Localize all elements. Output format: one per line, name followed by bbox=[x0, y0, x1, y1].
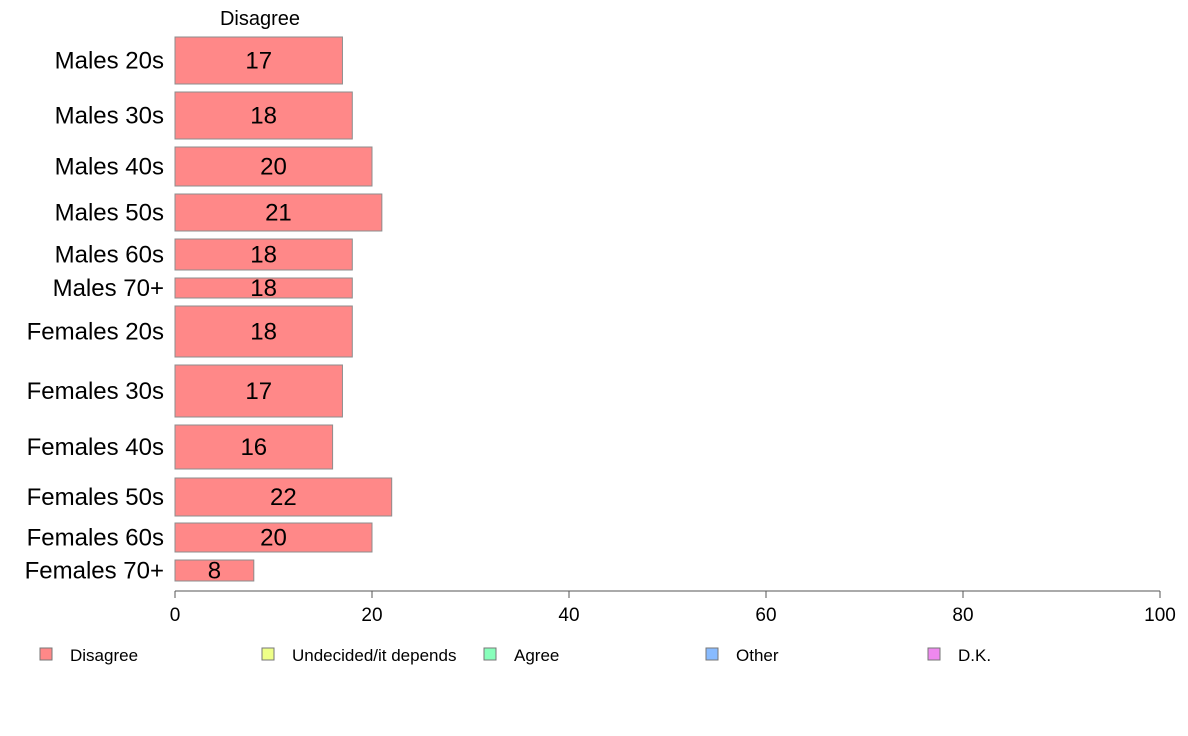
bar bbox=[174, 146, 373, 187]
legend: Disagree Undecided/it depends Agree Other D.… bbox=[39, 646, 991, 665]
category-label: Females 30s bbox=[27, 378, 164, 405]
x-tick-label: 80 bbox=[952, 605, 973, 626]
x-tick-label: 40 bbox=[558, 605, 579, 626]
bar-value-label: 18 bbox=[250, 275, 277, 302]
bar-value-label: 18 bbox=[250, 242, 277, 269]
series-header: Disagree bbox=[220, 8, 300, 30]
bar-value-label: 8 bbox=[208, 558, 221, 585]
category-label: Males 20s bbox=[55, 48, 164, 75]
bar-value-label: 18 bbox=[250, 319, 277, 346]
legend-swatch bbox=[483, 647, 497, 661]
bar bbox=[174, 424, 334, 470]
bar bbox=[174, 193, 383, 232]
legend-label: Disagree bbox=[70, 646, 138, 665]
category-label: Males 50s bbox=[55, 200, 164, 227]
category-label: Females 20s bbox=[27, 319, 164, 346]
category-label: Males 40s bbox=[55, 154, 164, 181]
bar-value-label: 18 bbox=[250, 103, 277, 130]
x-axis: 0 20 40 60 80 100 bbox=[170, 590, 1176, 626]
legend-label: Agree bbox=[514, 646, 559, 665]
bar bbox=[174, 277, 353, 299]
legend-label: D.K. bbox=[958, 646, 991, 665]
bar bbox=[174, 364, 343, 418]
bar-value-label: 21 bbox=[265, 200, 292, 227]
bar bbox=[174, 559, 255, 582]
category-label: Females 40s bbox=[27, 434, 164, 461]
bar bbox=[174, 477, 393, 517]
x-tick-label: 60 bbox=[755, 605, 776, 626]
category-label: Males 30s bbox=[55, 103, 164, 130]
legend-label: Undecided/it depends bbox=[292, 646, 456, 665]
legend-swatch bbox=[705, 647, 719, 661]
bar-value-label: 22 bbox=[270, 484, 297, 511]
bar bbox=[174, 36, 343, 85]
bar-value-label: 17 bbox=[245, 48, 272, 75]
category-label: Females 70+ bbox=[25, 558, 164, 585]
bar-value-label: 20 bbox=[260, 154, 287, 181]
bar bbox=[174, 238, 353, 271]
bars-group: Males 20s 17 Males 30s 18 Males 40s 20 Males 5… bbox=[25, 36, 393, 585]
legend-label: Other bbox=[736, 646, 779, 665]
bar bbox=[174, 91, 353, 140]
bar-value-label: 20 bbox=[260, 525, 287, 552]
bar-value-label: 17 bbox=[245, 378, 272, 405]
bar bbox=[174, 522, 373, 553]
x-tick-label: 0 bbox=[170, 605, 181, 626]
x-tick-label: 100 bbox=[1144, 605, 1176, 626]
bar bbox=[174, 305, 353, 358]
bar-value-label: 16 bbox=[240, 434, 267, 461]
category-label: Females 50s bbox=[27, 484, 164, 511]
category-label: Males 70+ bbox=[53, 275, 164, 302]
legend-swatch bbox=[927, 647, 941, 661]
legend-swatch bbox=[261, 647, 275, 661]
x-tick-label: 20 bbox=[361, 605, 382, 626]
category-label: Females 60s bbox=[27, 525, 164, 552]
legend-swatch bbox=[39, 647, 53, 661]
category-label: Males 60s bbox=[55, 242, 164, 269]
